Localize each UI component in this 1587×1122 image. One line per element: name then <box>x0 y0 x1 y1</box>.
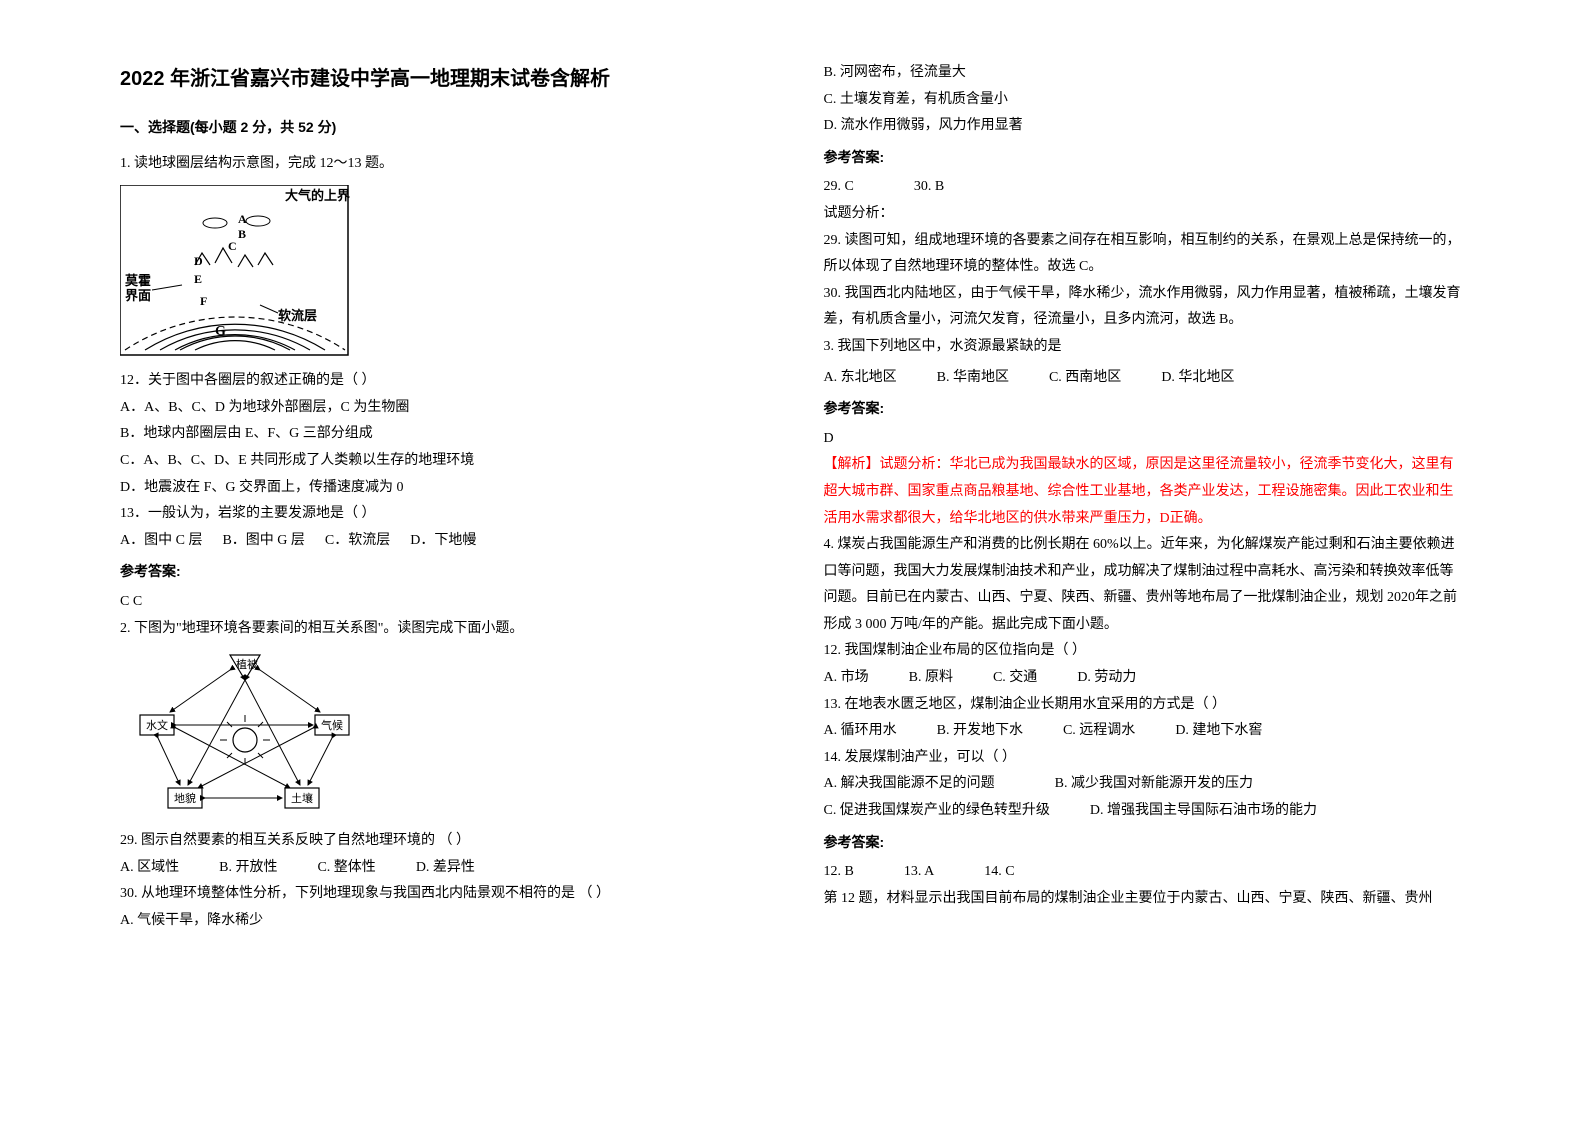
q4-14-a: A. 解决我国能源不足的问题 <box>824 771 995 798</box>
node-right: 气候 <box>321 718 343 732</box>
svg-text:D: D <box>194 254 203 268</box>
q4-14-opts-row2: C. 促进我国煤炭产业的绿色转型升级 D. 增强我国主导国际石油市场的能力 <box>824 798 1468 825</box>
q1-13-c: C．软流层 <box>325 528 390 555</box>
q2-29-opts: A. 区域性 B. 开放性 C. 整体性 D. 差异性 <box>120 855 764 882</box>
q2-29-c: C. 整体性 <box>317 855 375 882</box>
q3-answer: D <box>824 426 1468 453</box>
q4-stem: 4. 煤炭占我国能源生产和消费的比例长期在 60%以上。近年来，为化解煤炭产能过… <box>824 532 1468 638</box>
right-column: B. 河网密布，径流量大 C. 土壤发育差，有机质含量小 D. 流水作用微弱，风… <box>794 60 1488 1082</box>
q1-sub12-b: B．地球内部圈层由 E、F、G 三部分组成 <box>120 421 764 448</box>
q4-13-a: A. 循环用水 <box>824 718 897 745</box>
q4-sub12: 12. 我国煤制油企业布局的区位指向是（ ） <box>824 638 1468 665</box>
q2-answer-label: 参考答案: <box>824 144 1468 171</box>
q3-opts: A. 东北地区 B. 华南地区 C. 西南地区 D. 华北地区 <box>824 365 1468 392</box>
q4-ans-14: 14. C <box>984 859 1014 886</box>
q4-14-opts-row1: A. 解决我国能源不足的问题 B. 减少我国对新能源开发的压力 <box>824 771 1468 798</box>
q3-answer-label: 参考答案: <box>824 395 1468 422</box>
q4-answers: 12. B 13. A 14. C <box>824 859 1468 886</box>
q4-sub13: 13. 在地表水匮乏地区，煤制油企业长期用水宜采用的方式是（ ） <box>824 692 1468 719</box>
page-title: 2022 年浙江省嘉兴市建设中学高一地理期末试卷含解析 <box>120 60 764 98</box>
q3-c: C. 西南地区 <box>1049 365 1121 392</box>
q2-answers: 29. C 30. B <box>824 174 1468 201</box>
q1-13-d: D．下地幔 <box>410 528 476 555</box>
q2-29-b: B. 开放性 <box>219 855 277 882</box>
q1-13-b: B．图中 G 层 <box>222 528 304 555</box>
left-column: 2022 年浙江省嘉兴市建设中学高一地理期末试卷含解析 一、选择题(每小题 2 … <box>100 60 794 1082</box>
section-header: 一、选择题(每小题 2 分，共 52 分) <box>120 114 764 141</box>
svg-text:界面: 界面 <box>125 288 151 303</box>
q4-13-d: D. 建地下水窖 <box>1175 718 1262 745</box>
node-bl: 地貌 <box>174 791 196 805</box>
q4-ans-13: 13. A <box>904 859 934 886</box>
q4-answer-label: 参考答案: <box>824 829 1468 856</box>
earth-layers-diagram: 大气的上界 A B C D E F G 莫霍 界面 软流层 <box>120 185 764 360</box>
q2-analysis-30: 30. 我国西北内陆地区，由于气候干旱，降水稀少，流水作用微弱，风力作用显著，植… <box>824 281 1468 334</box>
q4-analysis: 第 12 题，材料显示出我国目前布局的煤制油企业主要位于内蒙古、山西、宁夏、陕西… <box>824 886 1468 913</box>
q1-stem: 1. 读地球圈层结构示意图，完成 12～13 题。 <box>120 151 764 178</box>
svg-text:G: G <box>215 324 226 339</box>
q4-12-opts: A. 市场 B. 原料 C. 交通 D. 劳动力 <box>824 665 1468 692</box>
q3-d: D. 华北地区 <box>1161 365 1234 392</box>
q4-13-opts: A. 循环用水 B. 开发地下水 C. 远程调水 D. 建地下水窖 <box>824 718 1468 745</box>
q1-sub12-c: C．A、B、C、D、E 共同形成了人类赖以生存的地理环境 <box>120 448 764 475</box>
q2-30-c: C. 土壤发育差，有机质含量小 <box>824 87 1468 114</box>
q1-answer: C C <box>120 589 764 616</box>
q2-sub29: 29. 图示自然要素的相互关系反映了自然地理环境的 （ ） <box>120 828 764 855</box>
q4-sub14: 14. 发展煤制油产业，可以（ ） <box>824 745 1468 772</box>
q2-29-a: A. 区域性 <box>120 855 179 882</box>
q1-13-a: A．图中 C 层 <box>120 528 202 555</box>
svg-text:莫霍: 莫霍 <box>124 273 151 288</box>
q1-sub13-opts: A．图中 C 层 B．图中 G 层 C．软流层 D．下地幔 <box>120 528 764 555</box>
q4-12-d: D. 劳动力 <box>1077 665 1136 692</box>
q2-ans-30: 30. B <box>914 174 944 201</box>
q3-annotation: 【解析】试题分析：华北已成为我国最缺水的区域，原因是这里径流量较小，径流季节变化… <box>824 452 1468 532</box>
q2-30-d: D. 流水作用微弱，风力作用显著 <box>824 113 1468 140</box>
q3-a: A. 东北地区 <box>824 365 897 392</box>
q2-analysis-29: 29. 读图可知，组成地理环境的各要素之间存在相互影响，相互制约的关系，在景观上… <box>824 228 1468 281</box>
q1-answer-label: 参考答案: <box>120 558 764 585</box>
node-left: 水文 <box>146 718 168 732</box>
svg-text:C: C <box>228 239 237 253</box>
pentagon-diagram: 植被 水文 气候 地貌 土壤 <box>120 650 764 820</box>
q2-29-d: D. 差异性 <box>416 855 475 882</box>
svg-text:A: A <box>238 212 247 226</box>
q4-13-b: B. 开发地下水 <box>937 718 1023 745</box>
q4-14-b: B. 减少我国对新能源开发的压力 <box>1055 771 1253 798</box>
node-top: 植被 <box>236 657 258 671</box>
svg-text:F: F <box>200 294 207 308</box>
q1-sub13: 13．一般认为，岩浆的主要发源地是（ ） <box>120 501 764 528</box>
q4-12-c: C. 交通 <box>993 665 1037 692</box>
q4-12-b: B. 原料 <box>909 665 953 692</box>
diag-label-top: 大气的上界 <box>285 188 350 203</box>
q4-12-a: A. 市场 <box>824 665 869 692</box>
q2-30-a: A. 气候干旱，降水稀少 <box>120 908 764 935</box>
svg-text:E: E <box>194 272 202 286</box>
svg-text:软流层: 软流层 <box>278 308 317 323</box>
q1-sub12-a: A．A、B、C、D 为地球外部圈层，C 为生物圈 <box>120 395 764 422</box>
q2-analysis-label: 试题分析： <box>824 201 1468 228</box>
q1-sub12-d: D．地震波在 F、G 交界面上，传播速度减为 0 <box>120 475 764 502</box>
q3-b: B. 华南地区 <box>937 365 1009 392</box>
q2-30-b: B. 河网密布，径流量大 <box>824 60 1468 87</box>
svg-text:B: B <box>238 227 246 241</box>
q2-ans-29: 29. C <box>824 174 854 201</box>
q4-14-c: C. 促进我国煤炭产业的绿色转型升级 <box>824 798 1050 825</box>
q2-stem: 2. 下图为"地理环境各要素间的相互关系图"。读图完成下面小题。 <box>120 616 764 643</box>
q4-ans-12: 12. B <box>824 859 854 886</box>
q1-sub12: 12．关于图中各圈层的叙述正确的是（ ） <box>120 368 764 395</box>
q4-14-d: D. 增强我国主导国际石油市场的能力 <box>1090 798 1317 825</box>
q4-13-c: C. 远程调水 <box>1063 718 1135 745</box>
q3-stem: 3. 我国下列地区中，水资源最紧缺的是 <box>824 334 1468 361</box>
q2-sub30: 30. 从地理环境整体性分析，下列地理现象与我国西北内陆景观不相符的是 （ ） <box>120 881 764 908</box>
node-br: 土壤 <box>291 791 313 805</box>
